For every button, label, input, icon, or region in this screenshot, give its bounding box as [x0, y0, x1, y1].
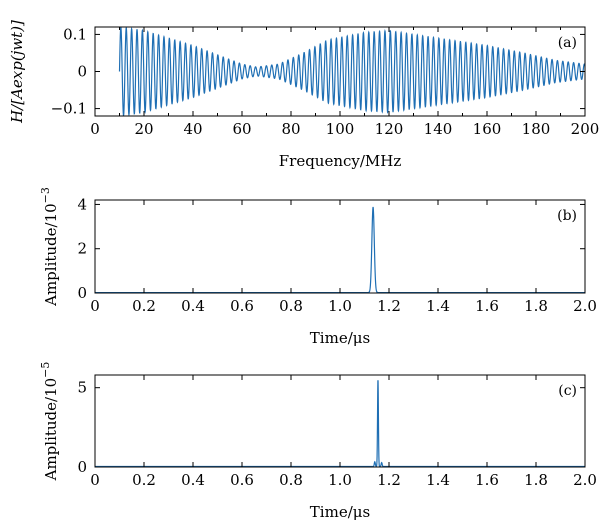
- x-tick-label-a: 160: [473, 120, 502, 138]
- x-tick-label-a: 140: [424, 120, 453, 138]
- x-tick-label-a: 40: [183, 120, 202, 138]
- y-tick-label-b: 0: [77, 284, 87, 302]
- x-tick-label-a: 200: [571, 120, 600, 138]
- x-tick-label-a: 120: [375, 120, 404, 138]
- y-tick-label-a: −0.1: [51, 100, 87, 118]
- x-tick-label-b: 1.6: [475, 297, 499, 315]
- y-axis-label-c: Amplitude/10−5: [39, 362, 60, 482]
- x-tick-label-c: 0.4: [181, 471, 205, 489]
- x-tick-label-b: 1.2: [377, 297, 401, 315]
- x-tick-label-a: 60: [232, 120, 251, 138]
- x-tick-label-b: 0: [90, 297, 100, 315]
- x-tick-label-b: 0.8: [279, 297, 303, 315]
- x-tick-label-c: 1.4: [426, 471, 450, 489]
- y-tick-label-c: 0: [77, 458, 87, 476]
- plot-frame-c: [95, 375, 585, 467]
- x-tick-label-b: 1.4: [426, 297, 450, 315]
- x-tick-label-b: 1.0: [328, 297, 352, 315]
- x-axis-label-c: Time/μs: [310, 503, 370, 521]
- y-axis-label-a: H/[Aexp(jwt)]: [8, 20, 26, 124]
- x-tick-label-c: 1.6: [475, 471, 499, 489]
- panel-label-c: (c): [558, 383, 577, 399]
- y-tick-label-b: 4: [77, 195, 87, 213]
- panel-label-a: (a): [558, 35, 577, 51]
- x-tick-label-c: 0: [90, 471, 100, 489]
- panel-a: 0 20 40 60 80 100 120 140 160 180 200−0.100.1 (a)Fr…: [8, 20, 599, 170]
- x-tick-label-b: 1.8: [524, 297, 548, 315]
- series-line-a: [120, 27, 586, 115]
- x-tick-label-b: 0.2: [132, 297, 156, 315]
- x-tick-label-a: 100: [326, 120, 355, 138]
- x-tick-label-a: 80: [281, 120, 300, 138]
- x-tick-label-b: 2.0: [573, 297, 597, 315]
- series-line-b: [95, 208, 585, 293]
- x-tick-label-b: 0.4: [181, 297, 205, 315]
- x-tick-label-c: 1.2: [377, 471, 401, 489]
- x-tick-label-a: 0: [90, 120, 100, 138]
- x-tick-label-c: 1.0: [328, 471, 352, 489]
- y-tick-label-a: 0: [77, 63, 87, 81]
- series-line-c: [95, 381, 585, 467]
- x-tick-label-a: 20: [134, 120, 153, 138]
- x-axis-label-b: Time/μs: [310, 329, 370, 347]
- plot-frame-b: [95, 200, 585, 293]
- y-tick-label-c: 5: [77, 379, 87, 397]
- y-axis-label-b: Amplitude/10−3: [39, 187, 60, 307]
- x-tick-label-c: 1.8: [524, 471, 548, 489]
- panel-b: 0 0.2 0.4 0.6 0.8 1.0 1.2 1.4 1.6 1.8 2.0 0 2 4 (b) Tim…: [39, 187, 597, 347]
- x-axis-label-a: Frequency/MHz: [279, 152, 402, 170]
- x-tick-label-c: 2.0: [573, 471, 597, 489]
- panel-label-b: (b): [557, 208, 577, 224]
- x-tick-label-c: 0.6: [230, 471, 254, 489]
- x-tick-label-c: 0.2: [132, 471, 156, 489]
- x-tick-label-a: 180: [522, 120, 551, 138]
- x-tick-label-c: 0.8: [279, 471, 303, 489]
- panel-c: 0 0.2 0.4 0.6 0.8 1.0 1.2 1.4 1.6 1.8 2.0 0 5 (c) Time…: [39, 362, 597, 521]
- y-tick-label-b: 2: [77, 240, 87, 258]
- x-tick-label-b: 0.6: [230, 297, 254, 315]
- y-tick-label-a: 0.1: [63, 25, 87, 43]
